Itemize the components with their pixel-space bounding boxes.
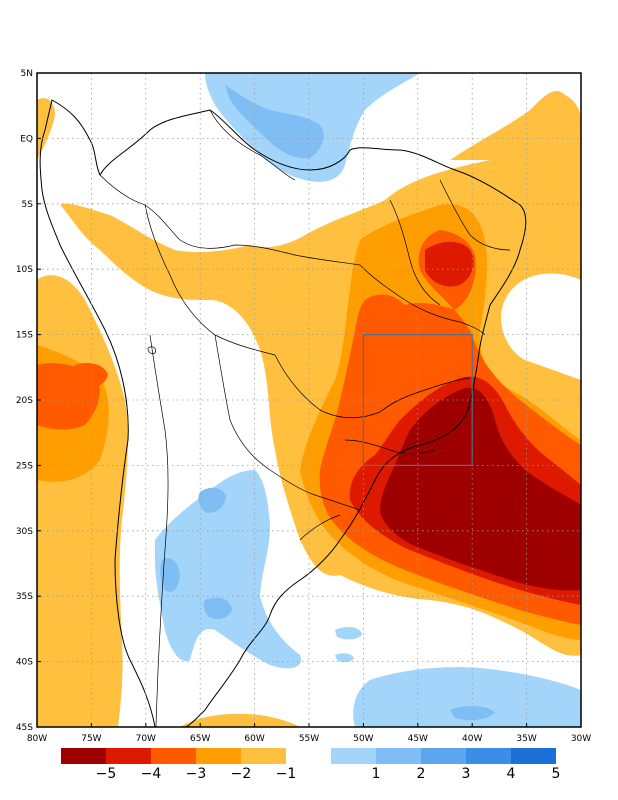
colorbar-label-negative-2: −4 — [141, 766, 162, 782]
country-border-3 — [274, 354, 381, 419]
colorbar-swatch-negative-5 — [241, 748, 286, 764]
colorbar-swatch-negative-3 — [151, 748, 196, 764]
country-border-4 — [214, 334, 271, 471]
contour-plus1-spot1 — [335, 626, 362, 640]
contour-plus2-patagonia-a — [198, 487, 226, 513]
state-border-5 — [344, 439, 436, 455]
lon-label-45w: 45W — [408, 734, 428, 744]
colorbar-label-positive-2: 2 — [417, 766, 426, 782]
colorbar-label-positive-4: 4 — [507, 766, 516, 782]
lon-label-65w: 65W — [190, 734, 210, 744]
contour-plus1-spot2 — [335, 653, 354, 663]
lat-label-35s: 35S — [16, 592, 33, 602]
lat-label-30s: 30S — [16, 527, 33, 537]
colorbar-swatch-positive-1 — [331, 748, 376, 764]
country-border-6 — [269, 469, 361, 511]
colorbar-swatch-positive-2 — [376, 748, 421, 764]
lat-label-40s: 40S — [16, 658, 33, 668]
colorbar-label-negative-5: −1 — [276, 766, 297, 782]
longitude-labels: 80W 75W 70W 65W 60W 55W 50W 45W 40W 35W 30W — [27, 734, 591, 744]
lon-label-75w: 75W — [81, 734, 101, 744]
coordinate-grid — [37, 73, 581, 727]
contour-plus1-south — [353, 667, 581, 727]
contour-plus2-north — [225, 85, 324, 159]
state-border-2 — [379, 377, 471, 413]
shaded-anomaly-fields — [37, 73, 581, 727]
contour-plus2-patagonia-b — [160, 558, 180, 592]
colorbar-swatch-positive-3 — [421, 748, 466, 764]
study-area-box — [362, 334, 473, 467]
colorbar-label-negative-4: −2 — [231, 766, 252, 782]
colorbar-label-negative-3: −3 — [186, 766, 207, 782]
state-border-4 — [439, 179, 511, 251]
country-border-8 — [209, 109, 296, 181]
lat-label-eq: EQ — [20, 134, 33, 144]
colorbar-label-positive-5: 5 — [552, 766, 561, 782]
south-america-coastline — [39, 99, 527, 727]
lon-label-35w: 35W — [516, 734, 536, 744]
lat-label-5s: 5S — [22, 200, 34, 210]
lon-label-60w: 60W — [244, 734, 264, 744]
colorbar-swatch-negative-4 — [196, 748, 241, 764]
contour-minus1-northeast — [450, 90, 581, 160]
state-border-3 — [389, 199, 441, 306]
plot-area — [37, 73, 581, 727]
lon-label-30w: 30W — [571, 734, 591, 744]
lat-label-10s: 10S — [16, 265, 33, 275]
state-border-1 — [359, 264, 486, 336]
contour-plus1-patagonia — [155, 470, 301, 669]
lon-label-50w: 50W — [353, 734, 373, 744]
colorbar-label-positive-3: 3 — [462, 766, 471, 782]
contour-minus3-nw-spot — [74, 363, 108, 387]
lake-titicaca — [147, 346, 156, 354]
contour-plus2-patagonia-c — [203, 597, 232, 620]
country-border-5 — [149, 334, 169, 727]
lat-label-5n: 5N — [21, 69, 33, 79]
colorbar-label-positive-1: 1 — [372, 766, 381, 782]
colorbar-label-negative-1: −5 — [96, 766, 117, 782]
colorbar-swatch-positive-4 — [466, 748, 511, 764]
lon-label-40w: 40W — [462, 734, 482, 744]
colorbar-swatch-negative-2 — [106, 748, 151, 764]
colorbar-legend: −5 −4 −3 −2 −1 1 2 3 4 5 — [61, 748, 560, 782]
colorbar-swatch-positive-5 — [511, 748, 556, 764]
lat-label-25s: 25S — [16, 461, 33, 471]
contour-minus4-north — [425, 241, 474, 287]
latitude-labels: 5N EQ 5S 10S 15S 20S 25S 30S 35S 40S 45S — [16, 69, 33, 733]
lon-label-70w: 70W — [136, 734, 156, 744]
country-border-7 — [299, 514, 341, 541]
colorbar-swatch-negative-1 — [61, 748, 106, 764]
lon-label-55w: 55W — [299, 734, 319, 744]
country-border-2 — [144, 204, 276, 356]
lat-label-15s: 15S — [16, 331, 33, 341]
lat-label-45s: 45S — [16, 723, 33, 733]
contour-minus5-main — [380, 387, 581, 591]
axis-tick-marks — [36, 72, 582, 728]
lat-label-20s: 20S — [16, 396, 33, 406]
contour-minus1-south-strip — [180, 713, 300, 727]
lon-label-80w: 80W — [27, 734, 47, 744]
